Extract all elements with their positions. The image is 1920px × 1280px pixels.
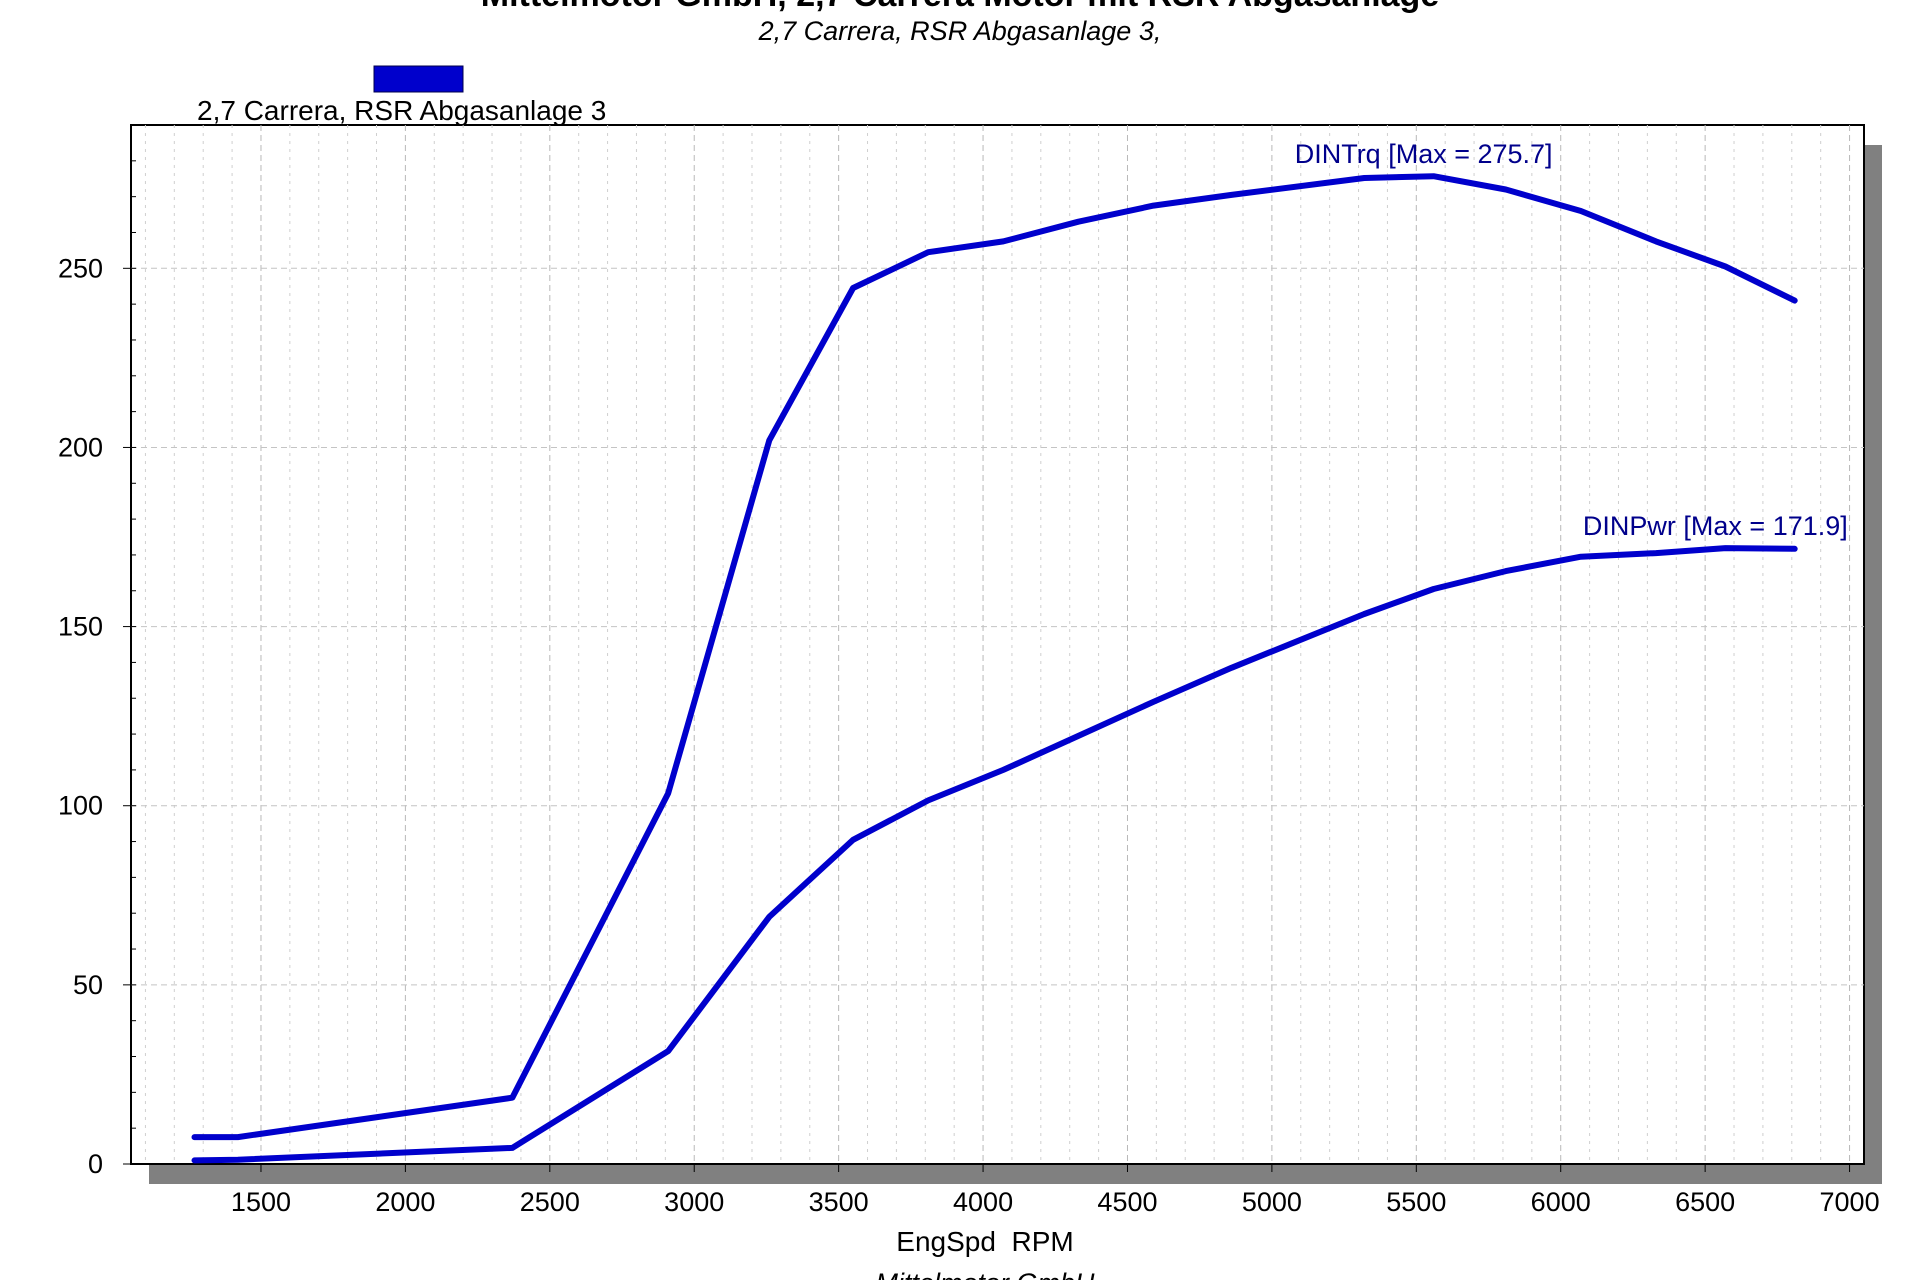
data-point-dinpwr <box>1653 550 1659 556</box>
y-tick-label: 200 <box>58 432 103 462</box>
data-point-dintrq <box>1653 238 1659 245</box>
data-point-dintrq <box>1578 208 1584 214</box>
x-tick-label: 3000 <box>664 1187 724 1217</box>
x-tick-label: 6500 <box>1675 1187 1735 1217</box>
data-point-dinpwr <box>1228 665 1235 671</box>
x-tick-label: 4000 <box>953 1187 1013 1217</box>
legend-label: 2,7 Carrera, RSR Abgasanlage 3 <box>197 95 606 126</box>
series-label-dintrq: DINTrq [Max = 275.7] <box>1295 139 1553 169</box>
data-point-dinpwr <box>766 914 772 920</box>
data-point-dintrq <box>1722 263 1728 270</box>
data-point-dinpwr <box>1431 586 1437 592</box>
data-point-dinpwr <box>1722 545 1728 551</box>
data-point-dintrq <box>665 790 671 796</box>
chart-subtitle: 2,7 Carrera, RSR Abgasanlage 3, <box>758 16 1162 46</box>
data-point-dinpwr <box>1000 767 1006 773</box>
data-point-dintrq <box>850 285 856 291</box>
axis-ticks: 1500 2000 2500 3000 3500 4000 4500 5000 5500 6000… <box>58 160 1880 1217</box>
data-point-dintrq <box>1431 173 1437 179</box>
data-point-dintrq <box>1228 192 1235 198</box>
x-tick-label: 6000 <box>1531 1187 1591 1217</box>
series-labels: DINTrq [Max = 275.7] DINPwr [Max = 171.9] <box>1295 139 1848 541</box>
data-point-dinpwr <box>665 1048 671 1054</box>
y-tick-label: 0 <box>88 1149 103 1179</box>
plot-area <box>130 124 1865 1165</box>
x-tick-label: 4500 <box>1097 1187 1157 1217</box>
data-point-dintrq <box>1075 219 1081 225</box>
data-point-dintrq <box>1503 186 1509 193</box>
x-tick-label: 2500 <box>520 1187 580 1217</box>
x-tick-label: 5000 <box>1242 1187 1302 1217</box>
x-tick-label: 7000 <box>1820 1187 1880 1217</box>
grid <box>131 125 1864 1164</box>
series-lines <box>191 173 1798 1164</box>
x-tick-label: 5500 <box>1386 1187 1446 1217</box>
data-point-dinpwr <box>191 1157 198 1164</box>
data-point-dinpwr <box>925 797 931 803</box>
data-point-dinpwr <box>235 1157 241 1163</box>
data-point-dintrq <box>509 1095 515 1101</box>
data-point-dintrq <box>1150 203 1157 209</box>
data-point-dinpwr <box>1075 733 1081 739</box>
x-axis-label: EngSpd RPM <box>896 1226 1073 1257</box>
data-point-dinpwr <box>509 1145 515 1151</box>
y-tick-label: 150 <box>58 612 103 642</box>
y-tick-label: 100 <box>58 791 103 821</box>
series-line-dinpwr <box>191 545 1798 1164</box>
x-tick-label: 2000 <box>375 1187 435 1217</box>
data-point-dinpwr <box>1503 568 1509 574</box>
data-point-dintrq <box>235 1134 241 1140</box>
legend-swatch <box>373 65 464 93</box>
data-point-dintrq <box>1361 175 1367 181</box>
series-line-dintrq <box>191 173 1798 1141</box>
data-point-dinpwr <box>1150 699 1157 705</box>
data-point-dinpwr <box>850 837 856 843</box>
x-tick-label: 1500 <box>231 1187 291 1217</box>
data-point-dinpwr <box>1361 611 1367 617</box>
data-point-dintrq <box>1000 238 1006 245</box>
chart-title: Mittelmotor GmbH, 2,7 Carrera Motor mit … <box>481 0 1439 14</box>
data-point-dintrq <box>925 249 931 255</box>
series-label-dinpwr: DINPwr [Max = 171.9] <box>1583 511 1848 541</box>
y-tick-label: 50 <box>73 970 103 1000</box>
x-tick-label: 3500 <box>809 1187 869 1217</box>
y-tick-label: 250 <box>58 253 103 283</box>
data-point-dintrq <box>766 437 772 443</box>
data-point-dintrq <box>1792 297 1798 304</box>
chart-footer: Mittelmotor GmbH <box>875 1268 1095 1280</box>
data-point-dinpwr <box>1792 546 1798 552</box>
data-point-dinpwr <box>1578 554 1584 560</box>
data-point-dintrq <box>191 1134 198 1140</box>
